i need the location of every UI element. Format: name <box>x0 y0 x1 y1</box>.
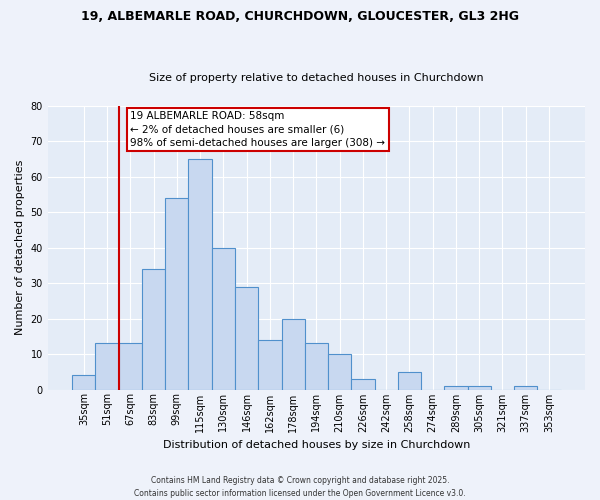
Bar <box>142 269 165 390</box>
Bar <box>188 159 212 390</box>
X-axis label: Distribution of detached houses by size in Churchdown: Distribution of detached houses by size … <box>163 440 470 450</box>
Bar <box>165 198 188 390</box>
Text: 19, ALBEMARLE ROAD, CHURCHDOWN, GLOUCESTER, GL3 2HG: 19, ALBEMARLE ROAD, CHURCHDOWN, GLOUCEST… <box>81 10 519 23</box>
Bar <box>514 386 538 390</box>
Bar <box>258 340 281 390</box>
Title: Size of property relative to detached houses in Churchdown: Size of property relative to detached ho… <box>149 73 484 83</box>
Bar <box>351 379 374 390</box>
Bar <box>398 372 421 390</box>
Text: Contains HM Land Registry data © Crown copyright and database right 2025.
Contai: Contains HM Land Registry data © Crown c… <box>134 476 466 498</box>
Bar <box>445 386 467 390</box>
Bar <box>235 286 258 390</box>
Bar <box>119 344 142 390</box>
Bar <box>72 376 95 390</box>
Text: 19 ALBEMARLE ROAD: 58sqm
← 2% of detached houses are smaller (6)
98% of semi-det: 19 ALBEMARLE ROAD: 58sqm ← 2% of detache… <box>130 112 385 148</box>
Bar <box>328 354 351 390</box>
Bar <box>95 344 119 390</box>
Y-axis label: Number of detached properties: Number of detached properties <box>15 160 25 336</box>
Bar <box>212 248 235 390</box>
Bar <box>281 318 305 390</box>
Bar <box>305 344 328 390</box>
Bar <box>467 386 491 390</box>
